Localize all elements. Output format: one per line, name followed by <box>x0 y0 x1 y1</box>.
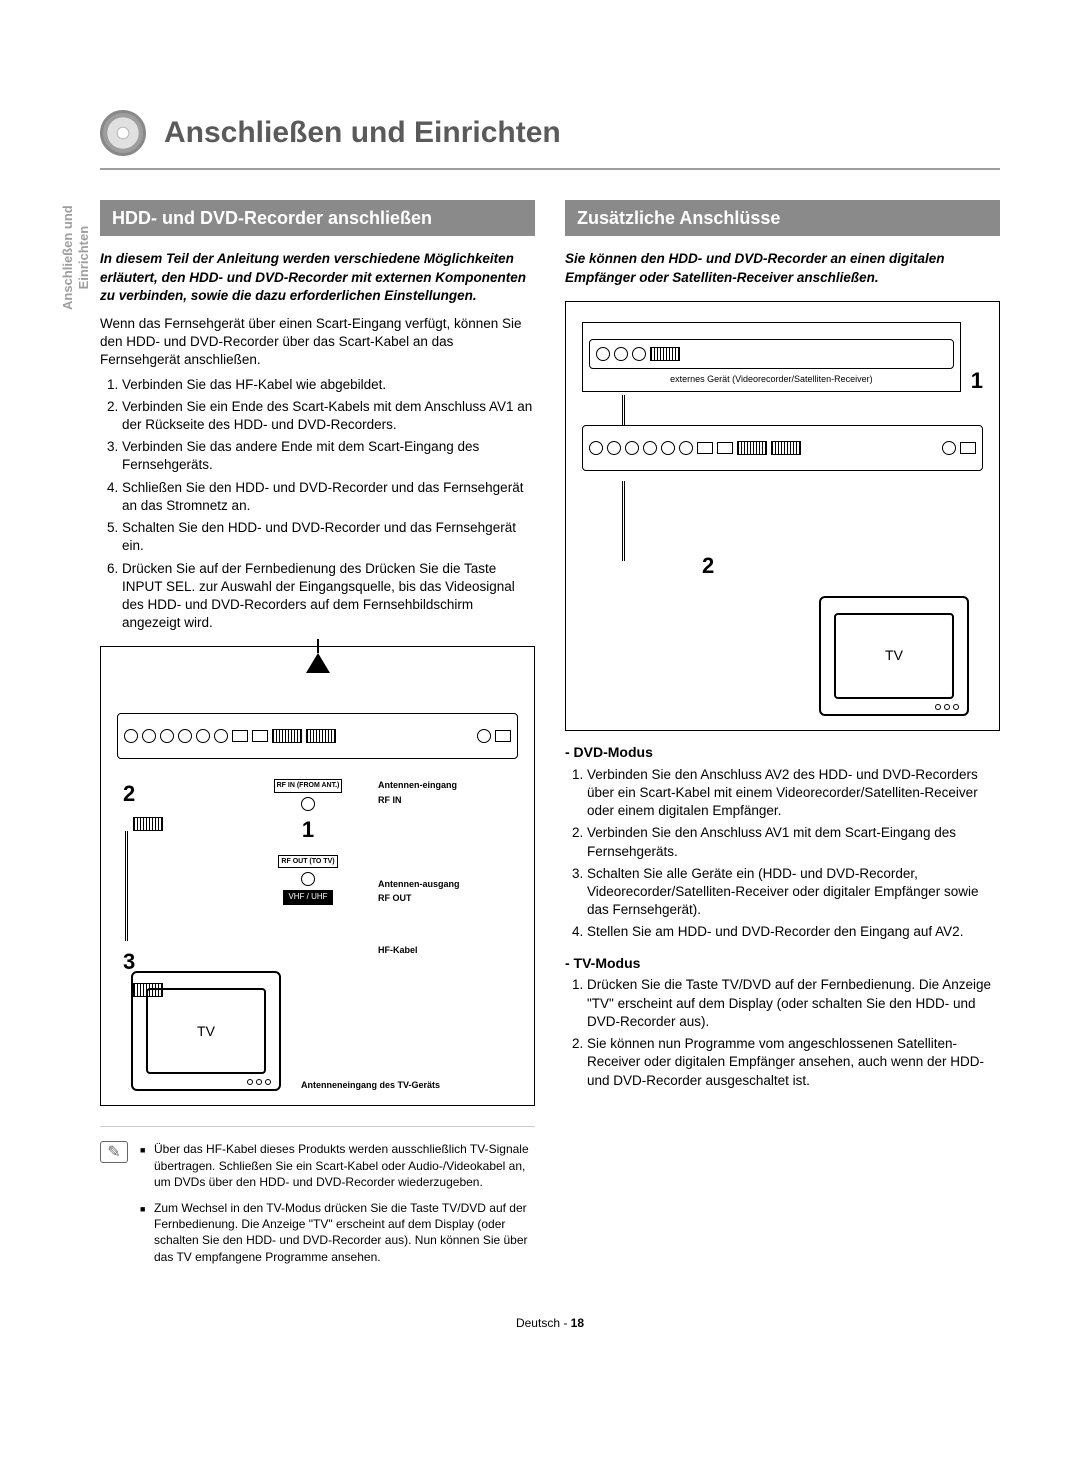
list-item: Verbinden Sie das andere Ende mit dem Sc… <box>122 438 535 474</box>
footer-sep: - <box>560 1316 571 1330</box>
tv-icon: TV <box>131 971 281 1091</box>
right-column: Zusätzliche Anschlüsse Sie können den HD… <box>565 200 1000 1275</box>
right-intro: Sie können den HDD- und DVD-Recorder an … <box>565 250 1000 286</box>
list-item: Drücken Sie die Taste TV/DVD auf der Fer… <box>587 976 1000 1031</box>
tv-modus-heading: - TV-Modus <box>565 954 1000 973</box>
right-diagram: externes Gerät (Videorecorder/Satelliten… <box>565 301 1000 731</box>
left-steps: Verbinden Sie das HF-Kabel wie abgebilde… <box>100 376 535 633</box>
list-item: Verbinden Sie den Anschluss AV1 mit dem … <box>587 824 1000 860</box>
diagram-num-2: 2 <box>123 779 238 809</box>
rf-out-port-label: RF OUT (TO TV) <box>278 855 337 868</box>
left-heading: HDD- und DVD-Recorder anschließen <box>100 200 535 236</box>
note-items: Über das HF-Kabel dieses Produkts werden… <box>140 1141 535 1274</box>
page-footer: Deutsch - 18 <box>100 1315 1000 1331</box>
note-item: Über das HF-Kabel dieses Produkts werden… <box>140 1141 535 1190</box>
antennen-eingang-label: Antennen-eingang <box>378 779 518 791</box>
list-item: Sie können nun Programme vom angeschloss… <box>587 1035 1000 1090</box>
note-item: Zum Wechsel in den TV-Modus drücken Sie … <box>140 1200 535 1265</box>
list-item: Stellen Sie am HDD- und DVD-Recorder den… <box>587 923 1000 941</box>
page-title: Anschließen und Einrichten <box>164 113 561 154</box>
vhf-uhf-label: VHF / UHF <box>283 890 332 905</box>
tv-label: TV <box>885 646 903 665</box>
tv-icon: TV <box>819 596 969 716</box>
side-tab-line1: Anschließen und <box>60 205 75 310</box>
footer-language: Deutsch <box>516 1316 560 1330</box>
diagram-num-1: 1 <box>302 815 314 845</box>
rf-in-port-label: RF IN (FROM ANT.) <box>274 779 343 792</box>
recorder-back-panel <box>582 425 983 471</box>
footer-page-number: 18 <box>571 1316 584 1330</box>
list-item: Schalten Sie den HDD- und DVD-Recorder u… <box>122 519 535 555</box>
diagram-num-1: 1 <box>971 366 983 396</box>
disc-icon <box>100 110 146 156</box>
tv-label: TV <box>197 1022 215 1041</box>
list-item: Schließen Sie den HDD- und DVD-Recorder … <box>122 479 535 515</box>
page-header: Anschließen und Einrichten <box>100 110 1000 170</box>
side-tab-line2: Einrichten <box>76 226 91 290</box>
external-device: externes Gerät (Videorecorder/Satelliten… <box>582 322 961 392</box>
list-item: Verbinden Sie das HF-Kabel wie abgebilde… <box>122 376 535 394</box>
external-device-label: externes Gerät (Videorecorder/Satelliten… <box>589 373 954 385</box>
list-item: Schalten Sie alle Geräte ein (HDD- und D… <box>587 865 1000 920</box>
tv-antenna-label: Antenneneingang des TV-Geräts <box>301 1079 451 1091</box>
rf-in-label: RF IN <box>378 794 518 806</box>
right-heading: Zusätzliche Anschlüsse <box>565 200 1000 236</box>
tv-steps: Drücken Sie die Taste TV/DVD auf der Fer… <box>565 976 1000 1089</box>
diagram-num-2: 2 <box>702 551 714 581</box>
hf-kabel-label: HF-Kabel <box>378 944 518 956</box>
content-columns: HDD- und DVD-Recorder anschließen In die… <box>100 200 1000 1275</box>
left-para: Wenn das Fernsehgerät über einen Scart-E… <box>100 315 535 370</box>
recorder-back-panel <box>117 713 518 759</box>
note-icon: ✎ <box>100 1141 128 1163</box>
list-item: Verbinden Sie ein Ende des Scart-Kabels … <box>122 398 535 434</box>
rf-out-label: RF OUT <box>378 892 518 904</box>
dvd-steps: Verbinden Sie den Anschluss AV2 des HDD-… <box>565 766 1000 942</box>
side-tab: Anschließen und Einrichten <box>60 205 91 310</box>
note-block: ✎ Über das HF-Kabel dieses Produkts werd… <box>100 1126 535 1274</box>
dvd-modus-heading: - DVD-Modus <box>565 743 1000 762</box>
antennen-ausgang-label: Antennen-ausgang <box>378 878 518 890</box>
list-item: Drücken Sie auf der Fernbedienung des Dr… <box>122 560 535 633</box>
left-intro: In diesem Teil der Anleitung werden vers… <box>100 250 535 305</box>
list-item: Verbinden Sie den Anschluss AV2 des HDD-… <box>587 766 1000 821</box>
left-column: HDD- und DVD-Recorder anschließen In die… <box>100 200 535 1275</box>
left-diagram: 2 3 RF IN (FROM ANT.) 1 RF OUT (TO TV) V… <box>100 646 535 1106</box>
antenna-icon <box>306 653 330 673</box>
